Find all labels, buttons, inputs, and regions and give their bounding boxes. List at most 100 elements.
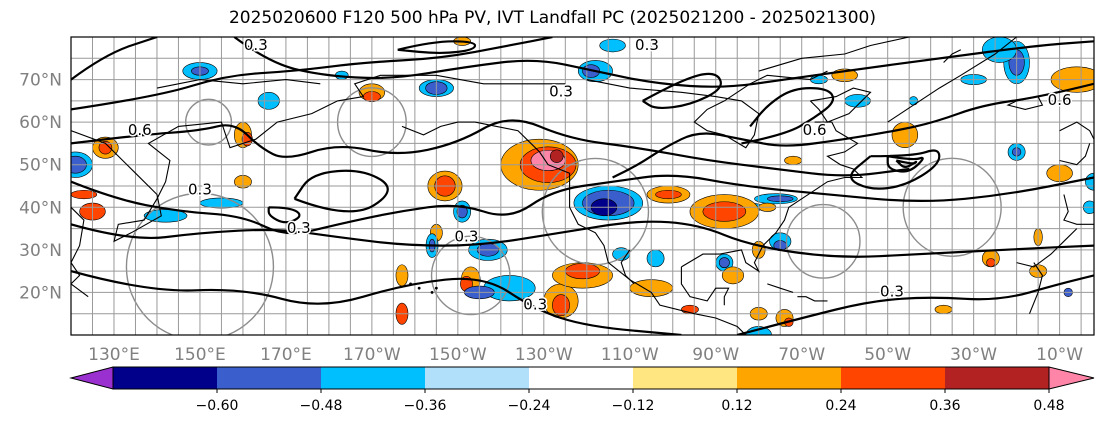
coastline — [767, 283, 794, 293]
colorbar: −0.60 −0.48 −0.36 −0.24 −0.12 0.12 0.24 0.36 0.4… — [69, 366, 1095, 414]
coastline — [681, 121, 864, 273]
contour-label: 0.3 — [188, 181, 212, 199]
x-tick-label: 110°W — [601, 345, 659, 365]
contour-label: 0.6 — [803, 121, 827, 139]
coastline — [1063, 194, 1094, 225]
y-tick-label: 70°N — [19, 71, 62, 91]
colorbar-segment — [737, 367, 841, 389]
colorbar-tick-label: 0.36 — [929, 398, 960, 414]
pv-contour-line — [71, 119, 910, 177]
coastline — [797, 296, 828, 302]
x-tick-label: 130°E — [88, 345, 140, 365]
x-tick-label: 170°E — [260, 345, 312, 365]
reference-circle — [430, 235, 511, 316]
pv-contour-line — [612, 82, 1094, 179]
colorbar-tick-label: 0.24 — [825, 398, 856, 414]
pv-contour-line — [71, 270, 682, 335]
pv-contour-line — [850, 149, 941, 190]
coastline — [1059, 143, 1091, 166]
y-tick-label: 20°N — [19, 283, 62, 303]
pv-contour-line — [397, 40, 477, 55]
coastline — [943, 49, 962, 63]
y-tick-label: 60°N — [19, 113, 62, 133]
y-tick-label: 30°N — [19, 241, 62, 261]
pv-contour-line — [71, 37, 553, 111]
colorbar-segment — [945, 367, 1049, 389]
colorbar-tick-label: −0.48 — [300, 398, 343, 414]
contour-label: 0.3 — [244, 36, 268, 54]
contour-label: 0.3 — [635, 36, 659, 54]
colorbar-segment — [217, 367, 321, 389]
colorbar-segment — [113, 367, 217, 389]
pv-contour-line — [233, 37, 1094, 88]
pv-contour-line — [293, 169, 389, 213]
pv-anomaly-blob — [599, 38, 626, 53]
chart-title: 2025020600 F120 500 hPa PV, IVT Landfall… — [228, 8, 876, 28]
x-tick-label: 10°W — [1036, 345, 1083, 365]
y-axis-ticks: 20°N 30°N 40°N 50°N 60°N 70°N — [19, 71, 62, 304]
x-tick-label: 170°W — [343, 345, 401, 365]
island — [434, 286, 438, 290]
island — [430, 291, 434, 294]
pv-anomaly-blob — [784, 155, 803, 166]
pv-contour-line — [71, 174, 1094, 235]
pv-anomaly-blob — [655, 189, 682, 200]
colorbar-extend-low — [69, 366, 114, 390]
x-tick-label: 150°E — [174, 345, 226, 365]
colorbar-extend-high — [1048, 366, 1095, 390]
colorbar-tick-label: −0.36 — [404, 398, 447, 414]
pv-anomaly-blob — [552, 294, 570, 317]
coastline — [1028, 262, 1043, 314]
pv-anomaly-blob — [549, 149, 564, 163]
colorbar-tick-label: −0.60 — [196, 398, 239, 414]
map-frame — [70, 36, 1095, 336]
x-tick-label: 70°W — [778, 345, 825, 365]
x-tick-label: 50°W — [864, 345, 911, 365]
pv-anomaly-blob — [98, 141, 113, 155]
y-tick-label: 40°N — [19, 198, 62, 218]
contour-label: 0.3 — [287, 219, 311, 237]
pv-contour-line — [642, 72, 722, 110]
pv-anomaly-blob — [646, 249, 665, 268]
contour-label: 0.3 — [880, 283, 904, 301]
colorbar-segment — [633, 367, 737, 389]
pv-contour-line — [895, 159, 918, 168]
pv-contours — [71, 37, 1094, 335]
coastline — [71, 206, 89, 298]
contour-label: 0.3 — [523, 295, 547, 313]
lat-lon-grid — [71, 37, 1094, 335]
colorbar-segment — [321, 367, 425, 389]
colorbar-segment — [841, 367, 945, 389]
pv-anomaly-blob — [702, 201, 747, 222]
pv-anomaly-blob — [718, 257, 730, 269]
pv-contour-line — [71, 37, 158, 81]
colorbar-tick-label: 0.12 — [721, 398, 752, 414]
colorbar-segment — [529, 367, 633, 389]
pv-contour-line — [886, 155, 924, 173]
contour-label: 0.6 — [128, 121, 152, 139]
coastline — [809, 87, 872, 123]
coastline — [620, 249, 635, 285]
island — [417, 286, 421, 290]
pv-anomaly-blob — [71, 189, 98, 200]
coastline — [1016, 228, 1078, 268]
colorbar-outline — [112, 366, 1050, 390]
coastline — [1059, 121, 1094, 140]
contour-label: 0.3 — [549, 83, 573, 101]
y-tick-label: 50°N — [19, 156, 62, 176]
pv-contour-line — [71, 220, 1094, 258]
pv-anomaly-blob — [986, 258, 996, 268]
reference-circle — [541, 157, 650, 266]
pv-contour-line — [267, 206, 301, 224]
colorbar-tick-label: 0.48 — [1033, 398, 1064, 414]
coastline — [680, 266, 730, 306]
contour-labels: 0.6 0.3 0.3 0.3 0.3 0.3 0.6 0.3 0.3 0.3 0.6 — [126, 36, 1073, 315]
pv-contour-line — [741, 87, 835, 145]
x-tick-label: 150°W — [429, 345, 487, 365]
pv-anomaly-blob — [395, 264, 409, 287]
x-tick-label: 130°W — [515, 345, 573, 365]
contour-label: 0.3 — [455, 227, 479, 245]
contour-label: 0.6 — [1048, 91, 1072, 109]
pv-contour-line — [736, 274, 1094, 335]
